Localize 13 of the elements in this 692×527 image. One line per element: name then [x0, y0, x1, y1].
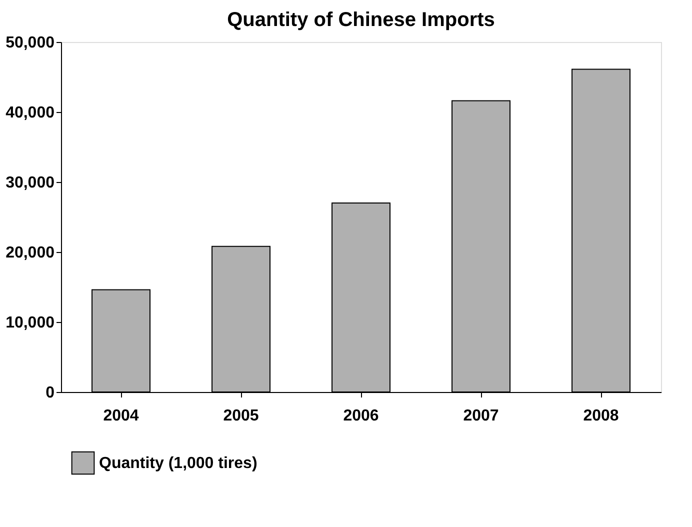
y-tick-label: 10,000	[6, 314, 55, 332]
y-tick-label: 50,000	[6, 34, 55, 52]
y-tick-label: 0	[46, 384, 55, 402]
chart-title: Quantity of Chinese Imports	[227, 9, 495, 31]
x-tick-label: 2004	[103, 408, 139, 424]
y-tick-label: 20,000	[6, 244, 55, 262]
x-tick-label: 2007	[463, 408, 499, 424]
x-tick-label: 2008	[583, 408, 619, 424]
y-tick-label: 40,000	[6, 104, 55, 122]
x-tick-label: 2006	[343, 408, 379, 424]
x-tick-label: 2005	[223, 408, 259, 424]
legend-label: Quantity (1,000 tires)	[99, 455, 258, 472]
y-tick-label: 30,000	[6, 174, 55, 192]
